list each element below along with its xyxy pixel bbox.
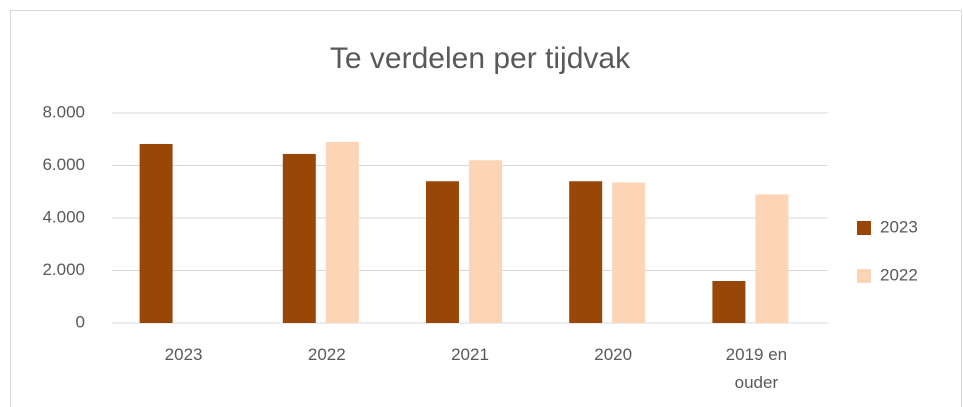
y-tick-label: 6.000	[42, 155, 85, 174]
bar	[612, 182, 646, 323]
bar	[426, 181, 459, 323]
y-tick-label: 4.000	[42, 207, 85, 226]
bar	[139, 143, 173, 323]
legend-swatch	[857, 269, 871, 283]
chart-title: Te verdelen per tijdvak	[330, 42, 631, 75]
bar	[282, 153, 316, 323]
bar	[469, 160, 502, 323]
bar	[569, 181, 603, 323]
y-tick-label: 2.000	[42, 260, 85, 279]
x-tick-label: 2021	[451, 345, 489, 364]
bar	[712, 281, 746, 323]
x-tick-label: 2019 en ouder	[725, 345, 788, 392]
y-tick-label: 0	[76, 312, 85, 331]
bar	[755, 194, 789, 323]
bar	[325, 141, 359, 323]
legend-label: 2023	[880, 217, 918, 236]
y-tick-label: 8.000	[42, 102, 85, 121]
x-tick-label: 2023	[164, 345, 203, 364]
legend-swatch	[857, 221, 871, 235]
x-tick-label: 2020	[594, 345, 633, 364]
legend-label: 2022	[880, 265, 918, 284]
x-tick-label: 2022	[307, 345, 346, 364]
